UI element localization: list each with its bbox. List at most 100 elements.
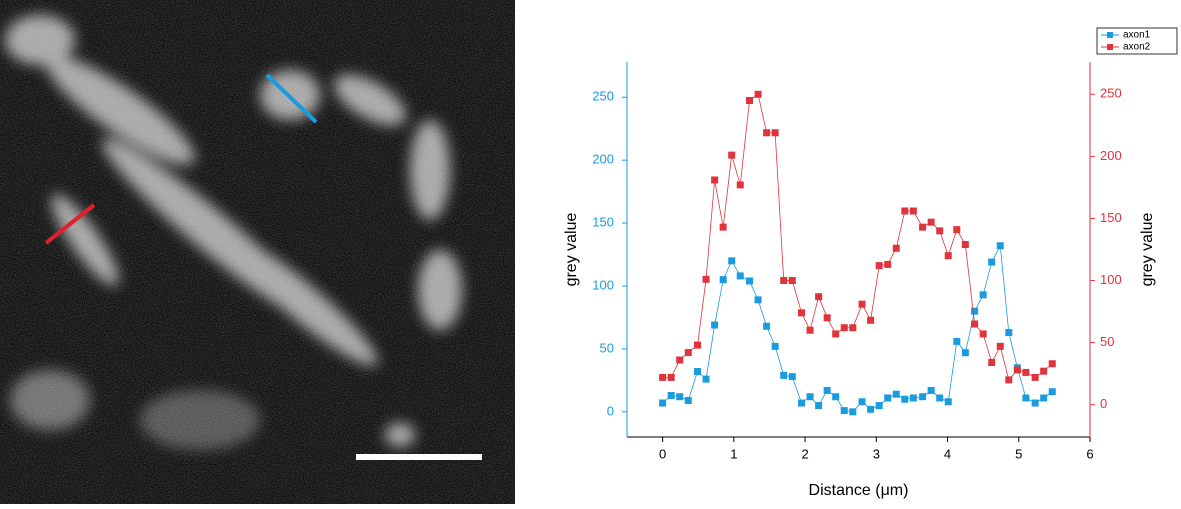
chart: 0 1 2 3 4 5 6 0 50 100 150 200 250 0 50 100 150 200 250 Dis… [563, 27, 1178, 499]
data-point [936, 227, 944, 235]
legend-marker [1107, 44, 1113, 50]
data-point [1040, 367, 1048, 375]
data-point [659, 373, 667, 381]
micrograph [0, 0, 515, 504]
data-point [1040, 394, 1048, 402]
data-point [909, 394, 917, 402]
y2-tick-label: 200 [1100, 148, 1122, 163]
data-point [719, 223, 727, 231]
data-point [1031, 373, 1039, 381]
data-point [736, 181, 744, 189]
data-point [676, 356, 684, 364]
data-point [754, 90, 762, 98]
data-point [875, 402, 883, 410]
data-point [798, 309, 806, 317]
data-point [788, 373, 796, 381]
data-point [746, 96, 754, 104]
y-axis-label: grey value [563, 212, 580, 286]
y2-tick-label: 0 [1100, 396, 1107, 411]
series-line [662, 93, 1053, 381]
x-tick-label: 5 [1015, 446, 1022, 461]
data-point [1005, 376, 1013, 384]
data-point [961, 349, 969, 357]
data-point [1022, 368, 1030, 376]
x-tick-label: 3 [873, 446, 880, 461]
data-point [884, 260, 892, 268]
data-point [858, 398, 866, 406]
data-point [711, 321, 719, 329]
data-point [875, 262, 883, 270]
data-point [806, 326, 814, 334]
data-point [763, 129, 771, 137]
data-point [780, 277, 788, 285]
data-point [694, 368, 702, 376]
data-point [780, 371, 788, 379]
data-point [901, 207, 909, 215]
data-point [754, 296, 762, 304]
data-point [867, 316, 875, 324]
data-point [953, 337, 961, 345]
data-point [667, 391, 675, 399]
data-point [1048, 388, 1056, 396]
y-tick-label: 0 [607, 403, 614, 418]
data-point [694, 341, 702, 349]
legend-label: axon1 [1123, 30, 1151, 41]
y-tick-label: 250 [592, 89, 614, 104]
data-point [867, 405, 875, 413]
data-point [892, 390, 900, 398]
data-point [1022, 394, 1030, 402]
data-point [961, 241, 969, 249]
data-point [988, 358, 996, 366]
data-point [702, 375, 710, 383]
data-point [971, 320, 979, 328]
data-point [806, 393, 814, 401]
data-point [1013, 366, 1021, 374]
data-point [771, 129, 779, 137]
data-point [676, 393, 684, 401]
x-tick-label: 2 [801, 446, 808, 461]
legend-label: axon2 [1123, 42, 1151, 53]
series-line [662, 244, 1053, 413]
data-point [953, 226, 961, 234]
data-point [815, 293, 823, 301]
data-point [944, 252, 952, 260]
y-tick-label: 100 [592, 277, 614, 292]
data-point [944, 398, 952, 406]
x-tick-label: 6 [1086, 446, 1093, 461]
data-point [979, 330, 987, 338]
x-tick-label: 1 [730, 446, 737, 461]
data-point [884, 394, 892, 402]
x-tick-label: 4 [944, 446, 951, 461]
data-point [1048, 360, 1056, 368]
x-tick-label: 0 [659, 446, 666, 461]
data-point [711, 176, 719, 184]
data-point [849, 324, 857, 332]
data-point [823, 314, 831, 322]
data-point [763, 322, 771, 330]
data-point [901, 395, 909, 403]
data-point [971, 307, 979, 315]
data-point [815, 402, 823, 410]
data-point [988, 258, 996, 266]
data-point [840, 407, 848, 415]
data-point [1005, 329, 1013, 337]
data-point [702, 275, 710, 283]
data-point [832, 393, 840, 401]
data-point [736, 272, 744, 280]
data-point [746, 277, 754, 285]
legend-marker [1107, 32, 1113, 38]
data-point [996, 342, 1004, 350]
data-point [823, 386, 831, 394]
y2-axis-label: grey value [1139, 212, 1156, 286]
data-point [719, 276, 727, 284]
y-tick-label: 200 [592, 152, 614, 167]
y2-tick-label: 50 [1100, 334, 1114, 349]
data-point [979, 291, 987, 299]
data-point [1031, 399, 1039, 407]
data-point [927, 386, 935, 394]
data-point [840, 324, 848, 332]
data-point [936, 394, 944, 402]
data-point [667, 373, 675, 381]
